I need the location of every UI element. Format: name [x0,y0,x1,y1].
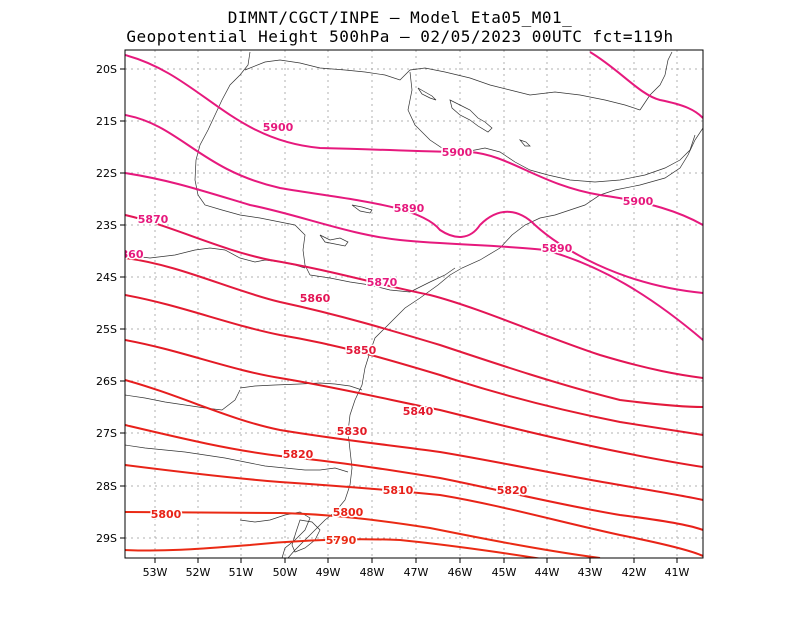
y-tick-label: 24S [96,271,117,284]
contour-label: 5870 [367,276,398,289]
state-border-sp-mg [407,71,696,183]
map-title-line1: DIMNT/CGCT/INPE – Model Eta05_M01_ [227,8,573,27]
x-tick-label: 42W [622,566,647,579]
international-border-uruguay [239,511,311,558]
y-tick-label: 23S [96,219,117,232]
y-tick-label: 25S [96,323,117,336]
plot-frame [124,49,704,559]
contour-label: 5900 [263,121,294,134]
y-tick-label: 22S [96,167,117,180]
reservoir-minor-2 [518,139,531,147]
x-tick-label: 52W [186,566,211,579]
lagoa-dos-patos [291,519,321,553]
x-tick-label: 47W [404,566,429,579]
state-border-go-mg [244,59,641,111]
contour-lines [125,51,703,558]
contour-label: 5890 [394,202,425,215]
contour-5830 [125,339,703,468]
x-tick-label: 51W [229,566,254,579]
contour-5890 [589,51,703,119]
contour-5800 [125,464,703,557]
contour-label: 5800 [333,506,364,519]
contour-label: 5820 [283,448,314,461]
map-title-line2: Geopotential Height 500hPa – 02/05/2023 … [126,27,674,46]
contour-label: 5830 [337,425,368,438]
contour-5900 [125,54,703,226]
contour-5810 [125,424,703,531]
contour-5860 [125,214,703,379]
international-border-paraguay [125,247,306,269]
x-tick-label: 48W [360,566,385,579]
reservoir-parana [351,204,373,214]
contour-label: 5800 [151,508,182,521]
x-axis-ticks: 53W 52W 51W 50W 49W 48W 47W 46W 45W 44W 43W 42W 41W [143,558,690,579]
x-tick-label: 49W [316,566,341,579]
contour-5790 [125,511,601,558]
contour-label: 5820 [497,484,528,497]
contour-5870 [125,172,703,341]
contour-5840 [125,294,703,436]
contour-label: 5790 [326,534,357,547]
contour-label: 5790 [145,556,176,569]
x-tick-label: 43W [578,566,603,579]
y-tick-label: 28S [96,480,117,493]
contour-label: 5850 [346,344,377,357]
grid-lines [125,50,703,558]
reservoir-minor-1 [417,87,437,101]
x-tick-label: 44W [535,566,560,579]
reservoir-tiete [319,234,349,247]
x-tick-label: 46W [448,566,473,579]
y-axis-ticks: 20S 21S 22S 23S 24S 25S 26S 27S 28S 29S [96,63,125,545]
contour-label: 860 [121,248,144,261]
x-tick-label: 41W [665,566,690,579]
contour-label: 5860 [300,292,331,305]
x-tick-label: 45W [492,566,517,579]
y-tick-label: 29S [96,532,117,545]
y-tick-label: 27S [96,427,117,440]
state-border-sp-pr [309,267,456,293]
contour-5820 [125,379,703,501]
contour-label: 5900 [623,195,654,208]
x-tick-label: 50W [273,566,298,579]
y-tick-label: 20S [96,63,117,76]
contour-5880 [125,114,703,294]
coastline [287,127,703,558]
contour-label: 5890 [542,242,573,255]
contour-labels: 5900 5900 5900 5890 5890 5870 5870 860 5860 5850 5… [121,120,655,569]
state-border-ms-sp [194,51,311,276]
geography-lines [125,51,703,558]
contour-5790 [125,538,543,558]
contour-label: 5870 [138,213,169,226]
contour-label: 5840 [403,405,434,418]
y-tick-label: 26S [96,375,117,388]
state-border-mg-es [639,51,673,111]
international-border-argentina [125,389,241,411]
contour-5850 [125,257,703,408]
state-border-sc-rs [125,444,349,473]
contour-label: 5810 [383,484,414,497]
contour-label: 5900 [442,146,473,159]
reservoir-furnas [449,99,493,133]
y-tick-label: 21S [96,115,117,128]
x-tick-label: 53W [143,566,168,579]
